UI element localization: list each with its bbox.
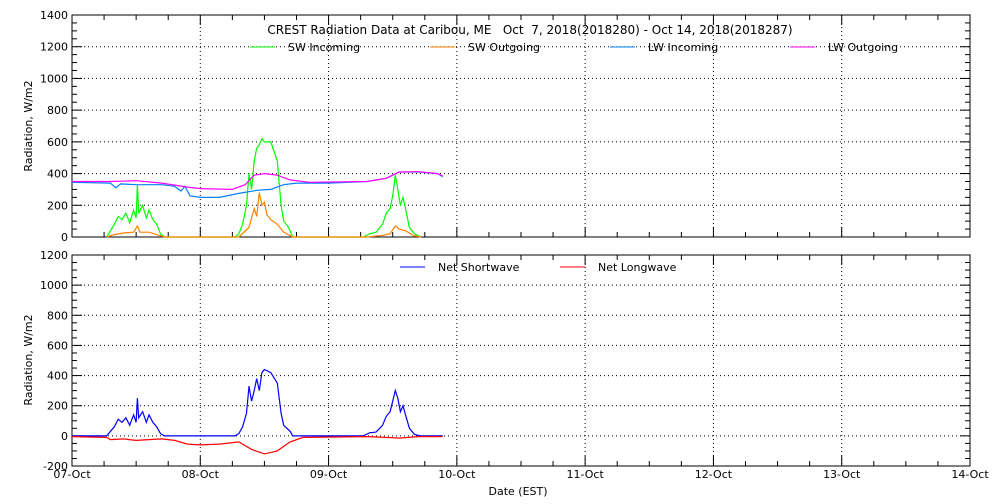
y-tick-label: 200 [47, 400, 68, 413]
legend-label: SW Outgoing [468, 41, 540, 54]
series-line-net-shortwave [72, 368, 443, 437]
y-tick-label: 200 [47, 199, 68, 212]
series-line-lw-incoming [71, 171, 444, 198]
y-tick-label: 1200 [40, 249, 68, 262]
series-line-sw-incoming [106, 137, 422, 238]
series-line-net-longwave [71, 435, 443, 455]
y-tick-label: 0 [61, 430, 68, 443]
x-tick-label: 12-Oct [695, 468, 733, 481]
y-tick-label: 1200 [40, 41, 68, 54]
y-tick-label: 1000 [40, 72, 68, 85]
plot-frame [71, 254, 971, 467]
y-tick-label: 400 [47, 168, 68, 181]
y-tick-label: 1000 [40, 279, 68, 292]
x-tick-label: 11-Oct [566, 468, 604, 481]
series-line-sw-outgoing [106, 192, 422, 238]
y-tick-label: 0 [61, 231, 68, 244]
plot-frame [71, 14, 971, 238]
top-y-axis-label: Radiation, W/m2 [22, 80, 35, 171]
y-tick-label: 600 [47, 136, 68, 149]
x-tick-label: 09-Oct [310, 468, 348, 481]
x-axis-label: Date (EST) [488, 485, 547, 498]
x-tick-label: 14-Oct [951, 468, 989, 481]
y-tick-label: 800 [47, 309, 68, 322]
legend-label: Net Shortwave [438, 261, 520, 274]
y-tick-label: 1400 [40, 9, 68, 22]
y-tick-label: 800 [47, 104, 68, 117]
y-tick-label: 400 [47, 370, 68, 383]
y-tick-label: 600 [47, 339, 68, 352]
series-line-lw-outgoing [72, 171, 443, 191]
bottom-y-axis-label: Radiation, W/m2 [22, 314, 35, 405]
x-tick-label: 08-Oct [182, 468, 220, 481]
legend-label: LW Incoming [648, 41, 718, 54]
x-tick-label: 07-Oct [53, 468, 91, 481]
legend-label: LW Outgoing [828, 41, 898, 54]
y-tick-label: -200 [43, 460, 68, 473]
x-tick-label: 13-Oct [823, 468, 861, 481]
legend-label: SW Incoming [288, 41, 360, 54]
legend-label: Net Longwave [598, 261, 677, 274]
x-tick-label: 10-Oct [438, 468, 476, 481]
chart-title: CREST Radiation Data at Caribou, ME Oct … [267, 23, 792, 37]
